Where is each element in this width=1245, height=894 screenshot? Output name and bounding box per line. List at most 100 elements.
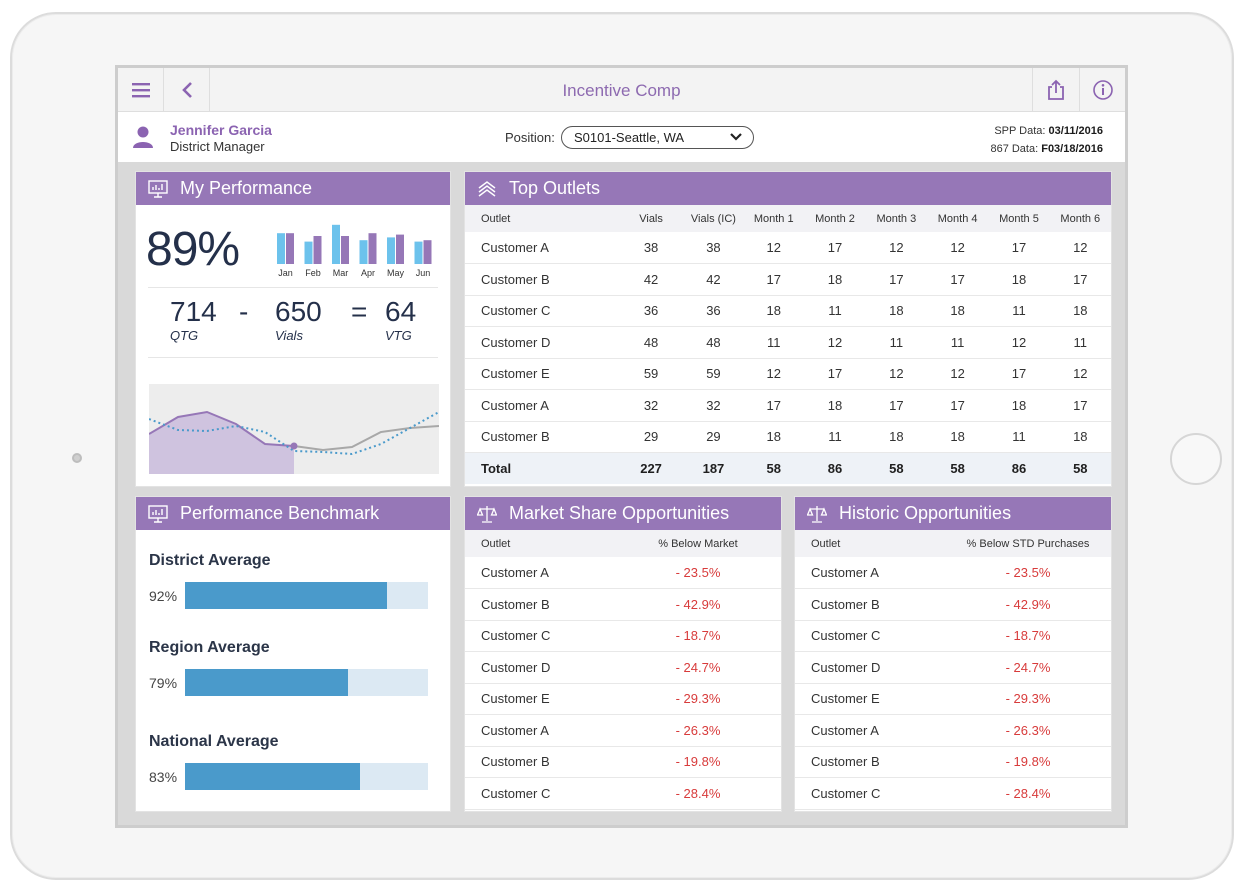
value-cell: 18 <box>865 421 927 453</box>
value-cell: - 28.4% <box>945 777 1111 810</box>
value-cell: 18 <box>804 263 866 296</box>
trend-area-fill <box>149 412 294 474</box>
outlet-name-cell: Customer A <box>795 557 945 589</box>
column-header: Vials (IC) <box>683 205 744 232</box>
divider <box>148 357 438 358</box>
outlet-name-cell: Customer D <box>465 651 615 684</box>
user-name: Jennifer Garcia <box>170 122 272 138</box>
presentation-chart-icon <box>148 179 168 198</box>
market-share-header: Market Share Opportunities <box>465 497 781 530</box>
divider <box>148 287 438 288</box>
value-cell: 17 <box>1049 263 1111 296</box>
share-button[interactable] <box>1032 68 1078 112</box>
value-cell: - 24.7% <box>945 651 1111 684</box>
outlet-name-cell: Customer C <box>795 620 945 652</box>
table-row[interactable]: Customer A 38 38 12 17 12 12 17 12 <box>465 232 1111 264</box>
value-cell: 17 <box>1049 389 1111 422</box>
user-role: District Manager <box>170 139 265 154</box>
value-cell: 38 <box>618 232 684 264</box>
table-header-row: Outlet% Below STD Purchases <box>795 530 1111 557</box>
value-cell: - 29.3% <box>945 683 1111 715</box>
table-header-row: Outlet% Below Market <box>465 530 781 557</box>
market-share-title: Market Share Opportunities <box>509 503 730 523</box>
table-row[interactable]: Customer B 42 42 17 18 17 17 18 17 <box>465 263 1111 296</box>
value-cell: 17 <box>804 358 866 390</box>
outlet-name-cell: Customer E <box>795 683 945 715</box>
monthly-bar-chart: Jan Feb Mar Apr May Jun <box>277 224 432 278</box>
value-cell: 12 <box>1049 232 1111 264</box>
historic-opportunities-header: Historic Opportunities <box>795 497 1111 530</box>
table-row[interactable]: Customer A- 23.5% <box>465 557 781 589</box>
value-cell: - 23.5% <box>615 557 781 589</box>
total-value-cell: 187 <box>683 452 744 484</box>
top-outlets-title: Top Outlets <box>509 178 601 198</box>
top-nav-bar: Incentive Comp <box>118 68 1125 112</box>
value-cell: - 42.9% <box>945 588 1111 621</box>
spp-data-label: SPP Data: <box>994 125 1046 137</box>
national-average-pct: 83% <box>149 769 178 785</box>
table-row[interactable]: Customer D- 24.7% <box>795 651 1111 684</box>
historic-opportunities-card: Historic Opportunities Outlet% Below STD… <box>794 496 1112 812</box>
balance-scale-icon <box>477 505 497 523</box>
table-row[interactable]: Customer A- 23.5% <box>795 557 1111 589</box>
table-row[interactable]: Customer C- 18.7% <box>795 620 1111 652</box>
table-row[interactable]: Customer B- 19.8% <box>465 746 781 778</box>
table-row[interactable]: Customer E 59 59 12 17 12 12 17 12 <box>465 358 1111 390</box>
table-row[interactable]: Customer A- 26.3% <box>465 714 781 747</box>
table-row[interactable]: Customer E- 29.3% <box>795 683 1111 715</box>
table-row[interactable]: Customer C- 28.4% <box>465 777 781 810</box>
table-row[interactable]: Customer C- 18.7% <box>465 620 781 652</box>
back-button[interactable] <box>164 68 210 112</box>
vials-value: 650 <box>275 296 322 327</box>
position-label: Position: <box>505 130 555 145</box>
total-label-cell: Total <box>465 452 619 484</box>
table-row[interactable]: Customer C- 28.4% <box>795 777 1111 810</box>
outlet-name-cell: Customer C <box>465 777 615 810</box>
column-header: Month 6 <box>1049 205 1111 232</box>
position-dropdown[interactable]: S0101-Seattle, WA <box>561 126 754 149</box>
outlet-name-cell: Customer B <box>465 263 619 296</box>
table-row[interactable]: Customer B- 42.9% <box>795 588 1111 621</box>
table-row[interactable]: Customer B- 19.8% <box>795 746 1111 778</box>
table-row[interactable]: Customer D- 24.7% <box>465 651 781 684</box>
total-value-cell: 58 <box>743 452 805 484</box>
app-title: Incentive Comp <box>562 81 681 100</box>
value-cell: 48 <box>618 326 684 359</box>
tablet-home-button[interactable] <box>1170 433 1222 485</box>
value-cell: 32 <box>618 389 684 422</box>
outlet-name-cell: Customer B <box>795 588 945 621</box>
table-row[interactable]: Customer C 36 36 18 11 18 18 11 18 <box>465 295 1111 327</box>
outlet-name-cell: Customer A <box>465 557 615 589</box>
top-outlets-header: Top Outlets <box>465 172 1111 205</box>
value-cell: 11 <box>804 295 866 327</box>
equals-sign: = <box>351 296 368 327</box>
value-cell: 12 <box>926 358 989 390</box>
value-cell: 29 <box>618 421 684 453</box>
bar-jun-series-2 <box>423 240 432 264</box>
table-row[interactable]: Customer A 32 32 17 18 17 17 18 17 <box>465 389 1111 422</box>
top-outlets-table: Outlet Vials Vials (IC) Month 1 Month 2 Month… <box>465 205 1111 484</box>
outlet-name-cell: Customer B <box>465 588 615 621</box>
value-cell: 17 <box>988 232 1050 264</box>
table-row[interactable]: Customer E- 29.3% <box>465 683 781 715</box>
table-row[interactable]: Customer D 48 48 11 12 11 11 12 11 <box>465 326 1111 359</box>
info-button[interactable] <box>1079 68 1125 112</box>
my-performance-header: My Performance <box>136 172 450 205</box>
table-row[interactable]: Customer A- 26.3% <box>795 714 1111 747</box>
total-row: Total 227 187 58 86 58 58 86 58 <box>465 452 1111 484</box>
table-row[interactable]: Customer B 29 29 18 11 18 18 11 18 <box>465 421 1111 453</box>
value-cell: 18 <box>988 389 1050 422</box>
national-average-label: National Average <box>149 733 279 750</box>
trend-highlight-point[interactable] <box>290 442 298 450</box>
bar-tick-label: Jun <box>416 268 431 278</box>
performance-percent: 89% <box>146 223 240 276</box>
867-data-label: 867 Data: <box>990 143 1039 155</box>
info-icon <box>1092 80 1113 100</box>
outlet-name-cell: Customer A <box>465 714 615 747</box>
value-cell: 29 <box>683 421 744 453</box>
table-row[interactable]: Customer B- 42.9% <box>465 588 781 621</box>
menu-button[interactable] <box>118 68 164 112</box>
outlet-name-cell: Customer E <box>465 358 619 390</box>
district-average-pct: 92% <box>149 588 178 604</box>
value-cell: 36 <box>618 295 684 327</box>
